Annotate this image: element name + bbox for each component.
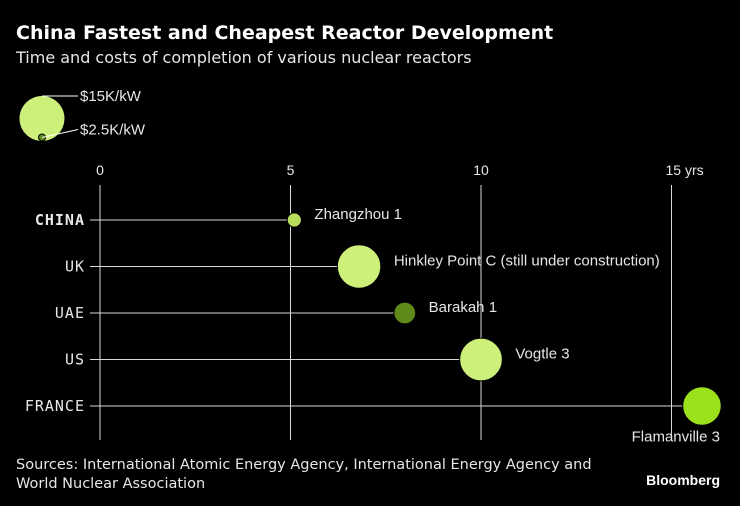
bloomberg-logo: Bloomberg — [646, 472, 720, 488]
point-label: Hinkley Point C (still under constructio… — [394, 253, 660, 270]
gridlines — [99, 185, 672, 440]
point-label: Vogtle 3 — [515, 346, 569, 363]
legend-label-large: $15K/kW — [80, 88, 142, 105]
data-rows: CHINA Zhangzhou 1 UK Hinkley Point C (still… — [25, 206, 722, 445]
data-row: UK Hinkley Point C (still under construct… — [65, 244, 660, 289]
point-label: Flamanville 3 — [632, 428, 720, 445]
category-label: CHINA — [35, 211, 85, 229]
data-bubble — [459, 337, 503, 382]
chart-title: China Fastest and Cheapest Reactor Devel… — [16, 22, 554, 44]
legend-label-small: $2.5K/kW — [80, 122, 146, 139]
category-label: FRANCE — [25, 397, 85, 415]
x-tick-label: 5 — [287, 162, 295, 178]
data-row: UAE Barakah 1 — [55, 299, 497, 325]
data-bubble — [336, 244, 382, 289]
data-bubble — [393, 301, 417, 325]
point-label: Barakah 1 — [429, 299, 497, 316]
source-note: Sources: International Atomic Energy Age… — [16, 457, 592, 492]
data-row: CHINA Zhangzhou 1 — [35, 206, 402, 229]
legend-bubble-large — [19, 96, 65, 141]
category-label: UK — [65, 258, 85, 276]
data-row: FRANCE Flamanville 3 — [25, 386, 722, 445]
data-row: US Vogtle 3 — [65, 337, 570, 382]
x-tick-label: 0 — [96, 162, 104, 178]
data-bubble — [286, 212, 302, 228]
size-legend: $15K/kW $2.5K/kW — [19, 88, 146, 142]
category-label: UAE — [55, 304, 85, 322]
x-tick-label: 10 — [473, 162, 489, 178]
category-label: US — [65, 351, 85, 369]
x-tick-label: 15 yrs — [666, 162, 704, 178]
x-axis-ticks: 0 5 10 15 yrs — [96, 162, 704, 178]
legend-leader-small — [41, 129, 79, 138]
chart-subtitle: Time and costs of completion of various … — [16, 48, 472, 67]
data-bubble — [682, 386, 722, 426]
point-label: Zhangzhou 1 — [314, 206, 402, 223]
